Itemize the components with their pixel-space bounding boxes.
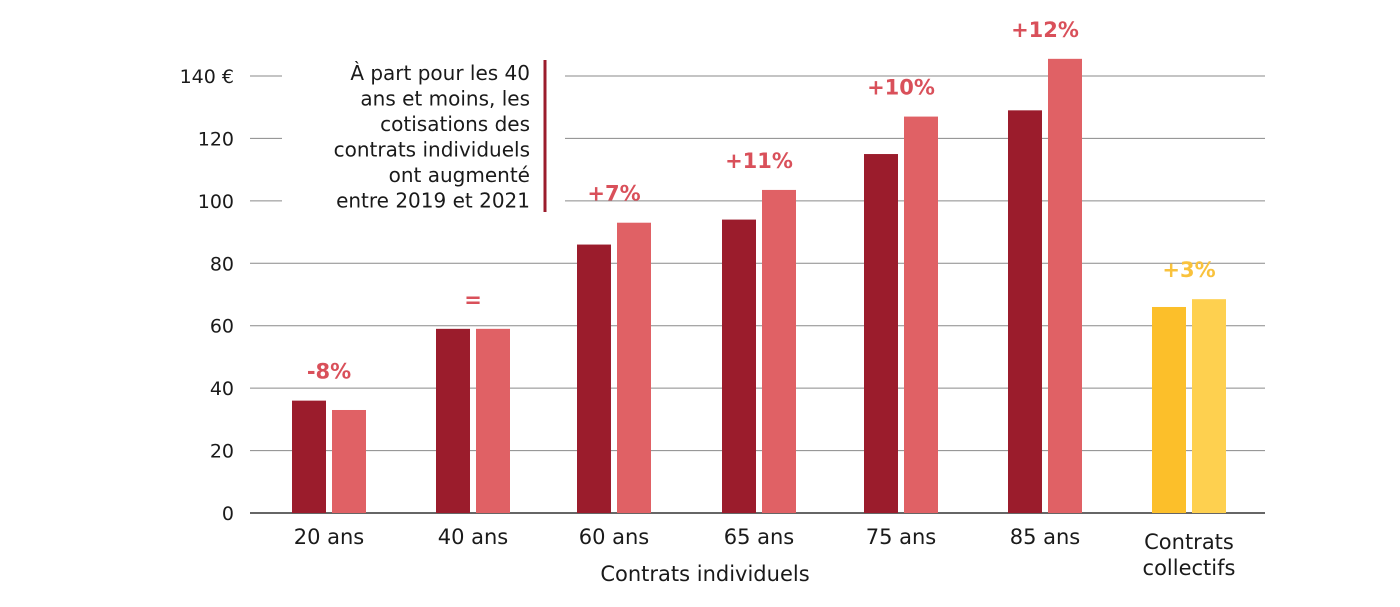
bar-2019 <box>864 154 898 514</box>
x-tick-label: 85 ans <box>1010 525 1081 549</box>
annotation-line: À part pour les 40 <box>350 61 530 85</box>
annotation-line: ont augmenté <box>389 163 530 187</box>
bar-2019 <box>577 244 611 514</box>
change-label: +3% <box>1162 258 1215 282</box>
bar-2021 <box>332 409 366 513</box>
y-tick-label: 140 € <box>180 66 234 88</box>
y-tick-label: 40 <box>210 378 234 400</box>
group-label: Contrats individuels <box>600 562 809 586</box>
y-tick-label: 0 <box>222 503 234 525</box>
change-label: +10% <box>867 76 935 100</box>
bar-2019 <box>436 328 470 513</box>
y-tick-label: 120 <box>198 128 234 150</box>
bar-2021 <box>762 189 796 514</box>
x-tick-label: 75 ans <box>866 525 937 549</box>
x-tick-label-line: collectifs <box>1143 556 1236 580</box>
annotation-line: ans et moins, les <box>360 87 530 111</box>
bar-2019 <box>292 400 326 513</box>
x-tick-label: 40 ans <box>438 525 509 549</box>
bar-2021 <box>1048 58 1082 513</box>
bar-2019 <box>1008 110 1042 513</box>
bar-2021 <box>904 116 938 513</box>
change-label: +11% <box>725 149 793 173</box>
bar-2019 <box>722 219 756 514</box>
x-tick-label: 60 ans <box>579 525 650 549</box>
x-tick-label: 65 ans <box>724 525 795 549</box>
bar-2021 <box>476 328 510 513</box>
x-tick-label: 20 ans <box>294 525 365 549</box>
change-label: +7% <box>587 182 640 206</box>
change-label: -8% <box>307 360 351 384</box>
x-tick-label: Contrats collectifs <box>1143 530 1236 580</box>
y-tick-label: 20 <box>210 441 234 463</box>
bar-2019 <box>1152 306 1186 513</box>
bar-2021 <box>617 222 651 513</box>
annotation-line: entre 2019 et 2021 <box>336 189 530 213</box>
change-label: +12% <box>1011 18 1079 42</box>
y-tick-label: 60 <box>210 316 234 338</box>
bar-2021 <box>1192 299 1226 513</box>
y-tick-label: 100 <box>198 191 234 213</box>
annotation-line: contrats individuels <box>334 138 530 162</box>
x-tick-label-line: Contrats <box>1144 530 1234 554</box>
change-label: = <box>464 288 482 312</box>
annotation-line: cotisations des <box>380 112 530 136</box>
y-tick-label: 80 <box>210 253 234 275</box>
